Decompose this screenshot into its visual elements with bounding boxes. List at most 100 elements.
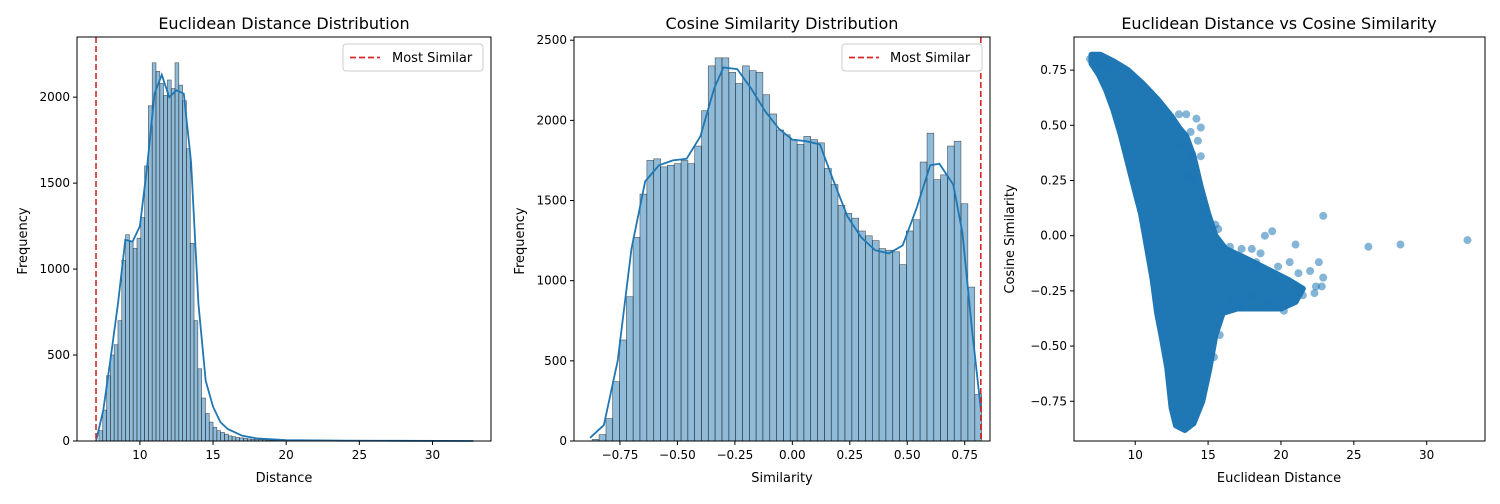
p3-point <box>1247 293 1256 302</box>
p2-bar <box>660 166 668 442</box>
p1-bar <box>174 62 180 442</box>
panel1-legend: Most Similar <box>342 43 484 72</box>
p3-point <box>1193 136 1202 145</box>
p3-point <box>1463 236 1472 245</box>
p1-bar <box>212 426 218 442</box>
panel1-title: Euclidean Distance Distribution <box>158 14 409 33</box>
p2-xtick-label: −0.50 <box>659 448 696 462</box>
p2-bar <box>667 164 675 442</box>
p2-bar <box>851 217 859 442</box>
p1-bar <box>224 433 229 442</box>
p1-bar <box>98 430 104 442</box>
p2-bar <box>789 139 798 442</box>
p2-bar <box>776 129 784 442</box>
p3-point <box>1310 289 1319 298</box>
p1-bar <box>201 397 206 442</box>
p3-point <box>1291 240 1300 249</box>
p2-ytick-label: 1000 <box>536 274 567 288</box>
p2-bar <box>632 237 641 442</box>
p1-bar <box>220 432 225 442</box>
p3-point <box>1196 152 1205 161</box>
panel2-frame <box>573 36 991 442</box>
p3-point <box>1265 300 1274 309</box>
p3-xtick-label: 20 <box>1273 448 1288 462</box>
p2-xtick-label: −0.75 <box>602 448 639 462</box>
panel1-ylabel: Frequency <box>16 207 31 274</box>
panel2-ylabel: Frequency <box>513 207 528 274</box>
p3-point <box>1209 353 1218 362</box>
p3-point <box>1311 282 1320 291</box>
p2-bar <box>619 339 627 442</box>
p2-ytick-label: 1500 <box>536 194 567 208</box>
p3-point <box>1182 110 1191 119</box>
p3-point <box>1306 267 1315 276</box>
p3-point <box>1260 231 1269 240</box>
p2-bar <box>960 203 969 442</box>
p2-bar <box>714 57 723 442</box>
panel-scatter: Euclidean Distance vs Cosine Similarity … <box>1003 14 1486 486</box>
p1-bar <box>136 237 142 442</box>
p2-kde-line <box>589 66 982 439</box>
p2-bar <box>824 168 832 442</box>
p3-point <box>1294 269 1303 278</box>
p3-point <box>1237 244 1246 253</box>
p2-bar <box>892 251 900 442</box>
p1-bar <box>182 100 187 442</box>
p2-bar <box>721 57 730 442</box>
p1-bar <box>235 437 240 442</box>
p2-bar <box>612 381 620 442</box>
p2-bar <box>919 161 928 442</box>
p3-point <box>1236 302 1245 311</box>
p2-bar <box>796 144 805 442</box>
panel2-xticks: −0.75 −0.50 −0.25 0.00 0.25 0.50 0.75 <box>602 441 978 462</box>
p2-xtick-label: −0.25 <box>716 448 753 462</box>
p1-xtick-label: 10 <box>132 448 147 462</box>
p3-point <box>1104 63 1113 72</box>
p1-bar <box>125 234 130 442</box>
p3-point <box>1196 123 1205 132</box>
p2-bar <box>817 142 825 442</box>
p3-point <box>1177 141 1186 150</box>
p1-xtick-label: 25 <box>352 448 367 462</box>
p3-ytick-label: 0.25 <box>1040 173 1067 187</box>
p2-bar <box>598 434 607 442</box>
p2-bar <box>755 71 764 442</box>
p3-ytick-label: −0.25 <box>1030 284 1067 298</box>
panel3-yticks: −0.75 −0.50 −0.25 0.00 0.25 0.50 0.75 <box>1030 63 1074 408</box>
panel3-points <box>1086 52 1472 362</box>
p2-bar <box>926 132 935 442</box>
p1-bar <box>129 241 134 442</box>
p3-point <box>1291 282 1300 291</box>
p1-bar <box>113 344 119 442</box>
p2-bar <box>707 65 716 442</box>
p3-point <box>1268 227 1277 236</box>
p3-point <box>1314 258 1323 267</box>
p2-bar <box>865 235 873 442</box>
p2-xtick-label: 0.50 <box>894 448 921 462</box>
p1-bar <box>205 413 210 442</box>
p2-bar <box>783 134 791 442</box>
p3-point <box>1247 244 1256 253</box>
p3-point <box>1319 273 1328 282</box>
p2-bar <box>653 158 661 442</box>
p2-bar <box>810 139 818 442</box>
p1-xtick-label: 30 <box>425 448 440 462</box>
panel1-legend-label: Most Similar <box>392 51 473 66</box>
p3-point <box>1256 249 1265 258</box>
p3-point <box>1225 297 1234 306</box>
p1-bar <box>117 320 123 442</box>
p3-ytick-label: 0.75 <box>1040 63 1067 77</box>
p1-bar <box>170 88 176 442</box>
p1-bar <box>208 421 214 442</box>
p2-ytick-label: 0 <box>559 434 567 448</box>
p1-ytick-label: 500 <box>47 348 70 362</box>
p2-bar <box>967 286 976 442</box>
p2-bar <box>947 145 955 442</box>
p3-point <box>1364 242 1373 251</box>
p3-point <box>1274 262 1283 271</box>
p3-point <box>1099 59 1108 68</box>
panel3-main-cloud <box>1088 51 1306 433</box>
p2-bar <box>872 240 880 442</box>
p1-xtick-label: 20 <box>279 448 294 462</box>
